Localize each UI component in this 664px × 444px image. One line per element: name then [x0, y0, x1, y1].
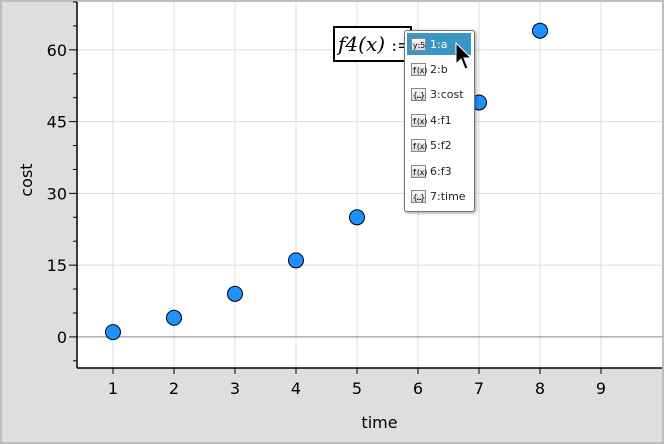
menu-item-label: 5:f2 — [430, 139, 452, 153]
y-tick-label: 0 — [57, 328, 67, 347]
data-point[interactable] — [287, 252, 304, 269]
menu-item-label: 6:f3 — [430, 164, 452, 178]
x-axis-title: time — [361, 413, 397, 432]
data-point[interactable] — [348, 209, 365, 226]
function-name: f4 — [338, 32, 359, 56]
menu-item-label: 1:a — [430, 37, 448, 51]
function-icon: f(x) — [411, 62, 428, 76]
function-variable: x — [365, 32, 378, 56]
x-tick-label: 5 — [352, 379, 362, 398]
y-tick-label: 15 — [47, 256, 67, 275]
menu-item-label: 4:f1 — [430, 113, 452, 127]
menu-item-label: 3:cost — [430, 88, 464, 102]
data-point[interactable] — [165, 309, 182, 326]
menu-item-cost[interactable]: {…} 3:cost — [407, 84, 471, 106]
y-tick-label: 60 — [47, 41, 67, 60]
function-icon: f(x) — [411, 113, 428, 127]
mouse-pointer-icon — [455, 42, 473, 70]
y-equals-icon: y:5 — [411, 37, 426, 51]
list-icon: {…} — [411, 88, 426, 102]
y-tick-label: 45 — [47, 113, 67, 132]
menu-item-a[interactable]: y:5 1:a — [407, 33, 471, 55]
data-point[interactable] — [226, 285, 243, 302]
list-icon: {…} — [411, 189, 426, 203]
x-tick-label: 4 — [291, 379, 301, 398]
plot-area — [77, 2, 662, 368]
x-tick-label: 1 — [108, 379, 118, 398]
x-tick-label: 2 — [169, 379, 179, 398]
x-tick-label: 8 — [535, 379, 545, 398]
function-icon: f(x) — [411, 164, 428, 178]
menu-item-b[interactable]: f(x) 2:b — [407, 58, 471, 80]
x-tick-label: 6 — [413, 379, 423, 398]
function-icon: f(x) — [411, 139, 428, 153]
menu-item-label: 2:b — [430, 62, 448, 76]
data-point[interactable] — [104, 324, 121, 341]
x-tick-label: 3 — [230, 379, 240, 398]
menu-item-f3[interactable]: f(x) 6:f3 — [407, 160, 471, 182]
data-point[interactable] — [531, 22, 548, 39]
menu-item-time[interactable]: {…} 7:time — [407, 185, 471, 207]
x-tick-label: 9 — [596, 379, 606, 398]
x-tick-label: 7 — [474, 379, 484, 398]
menu-item-f2[interactable]: f(x) 5:f2 — [407, 135, 471, 157]
function-entry-field[interactable]: f4(x) := — [333, 26, 412, 62]
menu-item-f1[interactable]: f(x) 4:f1 — [407, 109, 471, 131]
y-tick-label: 30 — [47, 184, 67, 203]
y-axis-title: cost — [17, 163, 36, 196]
menu-item-label: 7:time — [430, 189, 466, 203]
